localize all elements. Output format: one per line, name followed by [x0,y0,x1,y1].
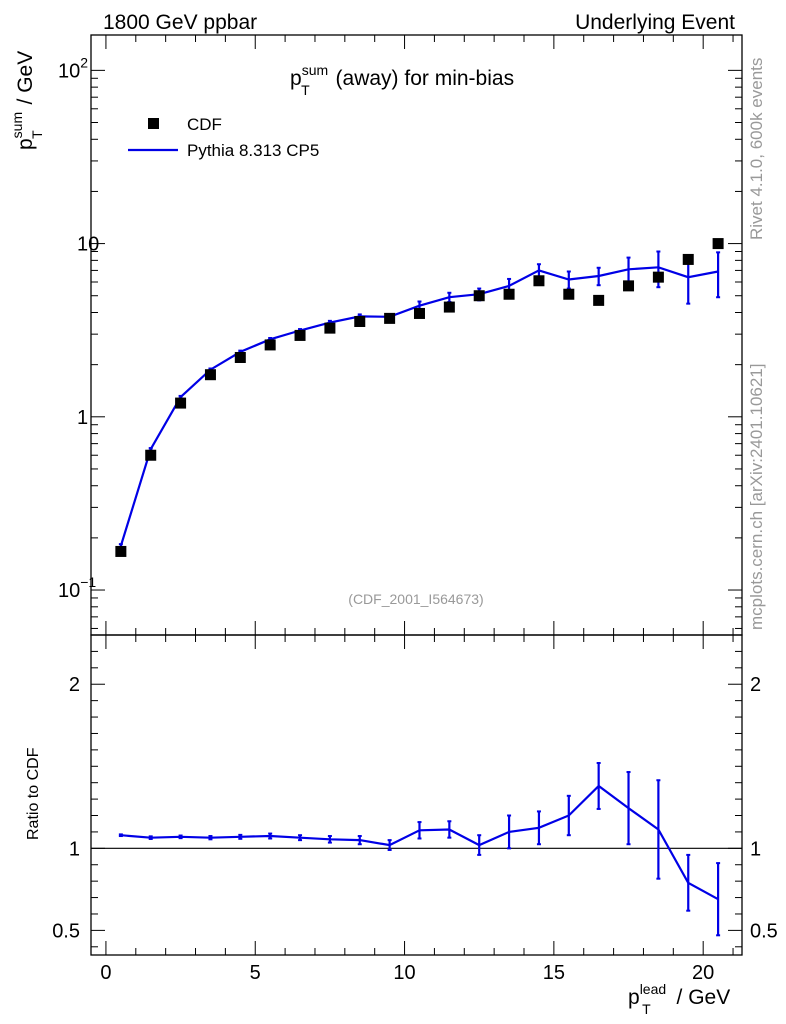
cdf-marker [473,290,485,302]
main-ytick-base: 10 [58,60,80,82]
main-ytick-label: 10 [77,234,99,256]
ylabel-sub: T [29,130,45,139]
cdf-marker [204,369,216,381]
main-ytick-exp: −1 [80,574,96,590]
main-ytick-exp: 2 [80,54,88,70]
cdf-marker [413,307,425,319]
cdf-marker [712,238,724,250]
cdf-marker [593,294,605,306]
ratio-line [120,784,719,901]
ratio-ytick-label-right: 1 [750,838,761,860]
cdf-marker [294,329,306,341]
main-data-layer [115,238,724,557]
ratio-data-layer [91,762,742,937]
cdf-marker [533,275,545,287]
ratio-ytick-label-left: 0.5 [52,920,80,942]
xtick-label: 10 [393,962,415,984]
main-ytick-label: 1 [77,407,88,429]
cdf-marker [324,322,336,334]
ylabel-p: p [14,138,37,150]
cdf-marker [443,301,455,313]
main-ytick-base: 10 [77,234,99,256]
xlabel: plead T / GeV [628,981,730,1017]
xlabel-sup: lead [640,981,666,997]
ratio-ytick-label-left: 1 [69,838,80,860]
cdf-marker [652,271,664,283]
xtick-label: 20 [692,962,714,984]
main-title: psum T (away) for min-bias [290,62,514,98]
cdf-marker [682,253,694,265]
title-p: p [290,67,302,90]
cdf-marker [563,288,575,300]
ylabel-sup: sum [9,112,25,138]
xlabel-rest: / GeV [671,986,731,1009]
title-rest: (away) for min-bias [330,67,514,90]
cdf-marker [623,280,635,292]
xlabel-sub: T [642,1001,651,1017]
cdf-marker [234,351,246,363]
ratio-ytick-label-right: 0.5 [750,920,778,942]
cdf-marker [354,315,366,327]
cdf-marker [503,288,515,300]
main-ylabel: psum T / GeV [9,51,45,150]
cdf-marker [115,545,127,557]
header-right: Underlying Event [575,11,735,34]
header-left: 1800 GeV ppbar [103,11,257,34]
legend-cdf-label: CDF [187,115,222,134]
xtick-label: 5 [250,962,261,984]
analysis-watermark: (CDF_2001_I564673) [348,591,483,607]
main-ytick-label: 10−1 [58,574,96,602]
ratio-axis-ticks: 0.5 0.51 12 20 5 10 15 20 [52,635,778,984]
rivet-label: Rivet 4.1.0, 600k events [747,58,766,240]
ratio-frame [90,634,743,956]
cdf-marker [384,312,396,324]
ylabel-rest: / GeV [14,51,37,111]
ratio-ytick-label-left: 2 [69,674,80,696]
title-sub: T [301,82,310,98]
main-ytick-base: 10 [58,580,80,602]
main-ytick-label: 102 [58,54,88,82]
main-ytick-base: 1 [77,407,88,429]
ratio-ylabel: Ratio to CDF [25,747,42,840]
cdf-marker [264,339,276,351]
legend-pythia-label: Pythia 8.313 CP5 [187,141,319,160]
title-sup: sum [302,62,328,78]
xtick-label: 15 [543,962,565,984]
xtick-label: 0 [100,962,111,984]
ratio-ytick-label-right: 2 [750,674,761,696]
mc-line [119,266,719,547]
mcplots-label: mcplots.cern.ch [arXiv:2401.10621] [747,364,766,630]
cdf-marker [145,449,157,461]
cdf-marker [175,397,187,409]
xlabel-p: p [628,986,640,1009]
legend-cdf-marker [148,118,159,129]
